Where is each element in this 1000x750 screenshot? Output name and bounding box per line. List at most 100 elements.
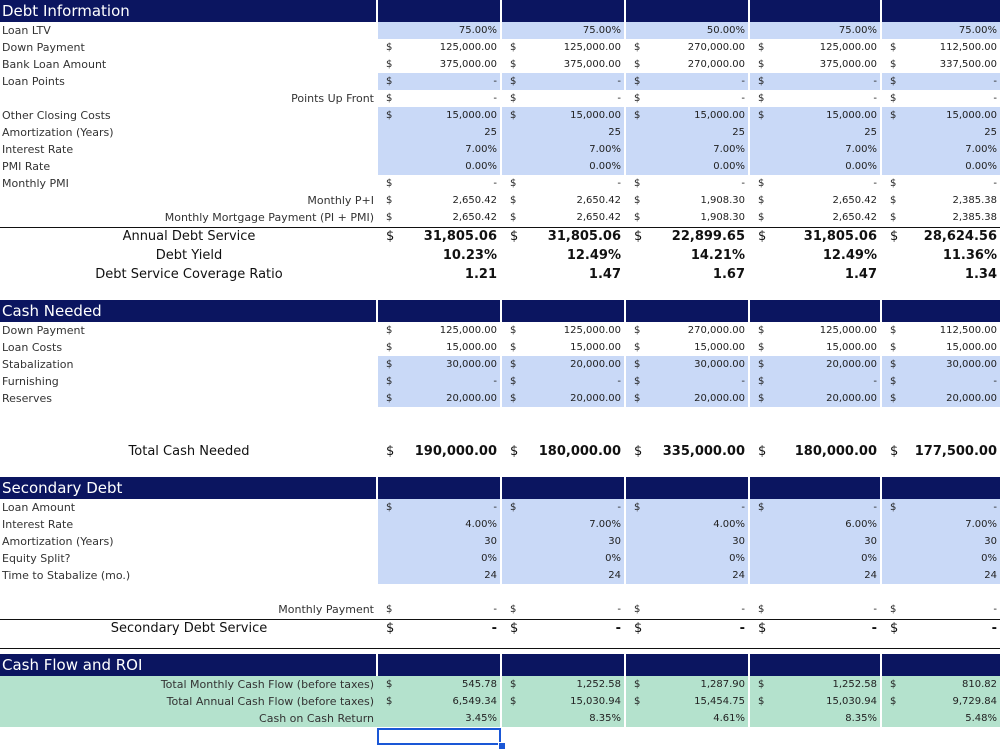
value-cell[interactable]: 20,000.00 (502, 356, 624, 373)
value-cell[interactable]: 30 (502, 533, 624, 550)
value-cell[interactable]: 3.45% (378, 710, 500, 727)
value-cell[interactable]: 20,000.00 (882, 390, 1000, 407)
value-cell[interactable]: 1,252.58 (502, 676, 624, 693)
fill-handle[interactable] (498, 742, 506, 750)
value-cell[interactable]: - (739, 621, 745, 636)
value-cell[interactable]: 12.49% (566, 248, 621, 263)
value-cell[interactable]: - (741, 604, 745, 615)
value-cell[interactable]: - (873, 604, 877, 615)
value-cell[interactable]: - (991, 621, 997, 636)
value-cell[interactable]: 30,000.00 (378, 356, 500, 373)
value-cell[interactable]: 15,454.75 (626, 693, 748, 710)
value-cell[interactable]: 75.00% (750, 22, 880, 39)
value-cell[interactable]: - (750, 499, 880, 516)
value-cell[interactable]: 375,000.00 (563, 59, 621, 70)
value-cell[interactable]: 15,030.94 (750, 693, 880, 710)
value-cell[interactable]: - (502, 499, 624, 516)
value-cell[interactable]: 180,000.00 (538, 443, 621, 459)
value-cell[interactable]: 20,000.00 (502, 390, 624, 407)
value-cell[interactable]: - (378, 499, 500, 516)
value-cell[interactable]: 15,000.00 (882, 107, 1000, 124)
value-cell[interactable]: 1,908.30 (700, 212, 745, 223)
value-cell[interactable]: 5.48% (882, 710, 1000, 727)
value-cell[interactable]: 0% (502, 550, 624, 567)
value-cell[interactable]: - (617, 93, 621, 104)
value-cell[interactable]: 375,000.00 (819, 59, 877, 70)
value-cell[interactable]: - (626, 373, 748, 390)
value-cell[interactable]: 15,030.94 (502, 693, 624, 710)
value-cell[interactable]: 15,000.00 (946, 342, 997, 353)
value-cell[interactable]: - (626, 499, 748, 516)
value-cell[interactable]: 30 (378, 533, 500, 550)
value-cell[interactable]: 2,650.42 (832, 195, 877, 206)
value-cell[interactable]: 180,000.00 (794, 443, 877, 459)
value-cell[interactable]: - (993, 604, 997, 615)
value-cell[interactable]: - (626, 73, 748, 90)
value-cell[interactable]: - (882, 373, 1000, 390)
value-cell[interactable]: 15,000.00 (626, 107, 748, 124)
value-cell[interactable]: 10.23% (442, 248, 497, 263)
value-cell[interactable]: 0% (882, 550, 1000, 567)
value-cell[interactable]: 2,385.38 (952, 212, 997, 223)
value-cell[interactable]: 12.49% (822, 248, 877, 263)
value-cell[interactable]: 125,000.00 (819, 325, 877, 336)
value-cell[interactable]: 22,899.65 (671, 229, 745, 244)
value-cell[interactable]: 0% (378, 550, 500, 567)
value-cell[interactable]: 14.21% (690, 248, 745, 263)
value-cell[interactable]: 28,624.56 (923, 229, 997, 244)
value-cell[interactable]: 112,500.00 (939, 325, 997, 336)
value-cell[interactable]: 112,500.00 (939, 42, 997, 53)
value-cell[interactable]: 125,000.00 (439, 325, 497, 336)
value-cell[interactable]: - (873, 178, 877, 189)
value-cell[interactable]: 75.00% (882, 22, 1000, 39)
value-cell[interactable]: 2,650.42 (452, 195, 497, 206)
value-cell[interactable]: 25 (882, 124, 1000, 141)
value-cell[interactable]: - (617, 604, 621, 615)
value-cell[interactable]: 50.00% (626, 22, 748, 39)
value-cell[interactable]: - (882, 73, 1000, 90)
value-cell[interactable]: 2,650.42 (576, 195, 621, 206)
value-cell[interactable]: 25 (750, 124, 880, 141)
value-cell[interactable]: 0% (626, 550, 748, 567)
value-cell[interactable]: 0.00% (750, 158, 880, 175)
value-cell[interactable]: - (502, 373, 624, 390)
value-cell[interactable]: 337,500.00 (939, 59, 997, 70)
value-cell[interactable]: 30 (626, 533, 748, 550)
value-cell[interactable]: 31,805.06 (803, 229, 877, 244)
value-cell[interactable]: 30 (882, 533, 1000, 550)
value-cell[interactable]: 125,000.00 (439, 42, 497, 53)
value-cell[interactable]: 11.36% (942, 248, 997, 263)
value-cell[interactable]: 20,000.00 (378, 390, 500, 407)
value-cell[interactable]: 125,000.00 (819, 42, 877, 53)
value-cell[interactable]: 177,500.00 (914, 443, 997, 459)
value-cell[interactable]: 4.61% (626, 710, 748, 727)
value-cell[interactable]: 24 (750, 567, 880, 584)
value-cell[interactable]: - (378, 73, 500, 90)
value-cell[interactable]: - (882, 499, 1000, 516)
value-cell[interactable]: 2,650.42 (452, 212, 497, 223)
value-cell[interactable]: - (502, 73, 624, 90)
value-cell[interactable]: 20,000.00 (750, 356, 880, 373)
value-cell[interactable]: 4.00% (378, 516, 500, 533)
value-cell[interactable]: 15,000.00 (502, 107, 624, 124)
value-cell[interactable]: 2,385.38 (952, 195, 997, 206)
value-cell[interactable]: 15,000.00 (826, 342, 877, 353)
value-cell[interactable]: 8.35% (502, 710, 624, 727)
value-cell[interactable]: - (741, 93, 745, 104)
value-cell[interactable]: 24 (378, 567, 500, 584)
value-cell[interactable]: 270,000.00 (687, 59, 745, 70)
value-cell[interactable]: 0.00% (378, 158, 500, 175)
value-cell[interactable]: 1,252.58 (750, 676, 880, 693)
value-cell[interactable]: 6.00% (750, 516, 880, 533)
value-cell[interactable]: - (993, 178, 997, 189)
value-cell[interactable]: 810.82 (882, 676, 1000, 693)
value-cell[interactable]: 1.47 (588, 267, 621, 282)
value-cell[interactable]: 6,549.34 (378, 693, 500, 710)
value-cell[interactable]: 2,650.42 (576, 212, 621, 223)
value-cell[interactable]: - (873, 93, 877, 104)
value-cell[interactable]: - (993, 93, 997, 104)
value-cell[interactable]: 7.00% (626, 141, 748, 158)
value-cell[interactable]: - (741, 178, 745, 189)
value-cell[interactable]: 75.00% (378, 22, 500, 39)
value-cell[interactable]: 15,000.00 (446, 342, 497, 353)
